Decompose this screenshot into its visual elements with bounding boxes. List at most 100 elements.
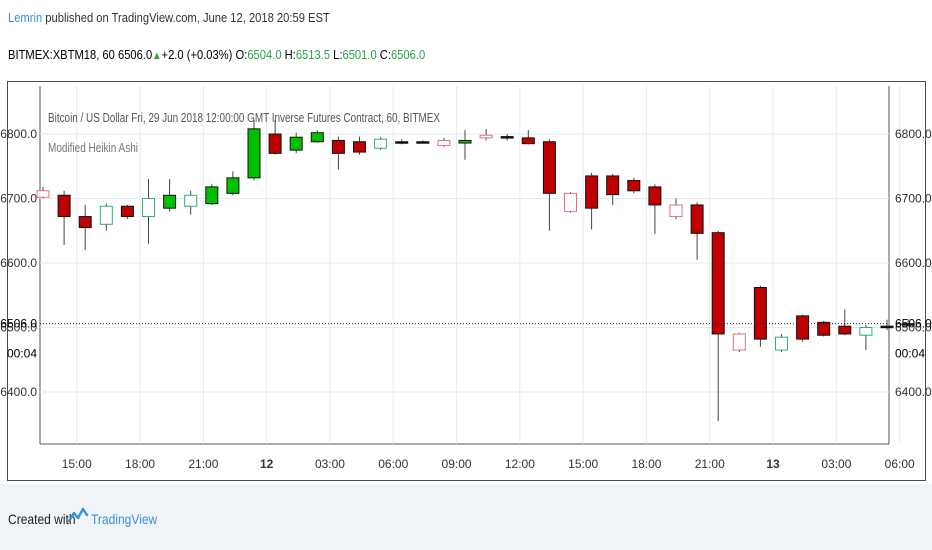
candle [796,314,810,342]
close-value: 6506.0 [390,47,426,62]
x-tick-label: 12:00 [505,457,535,471]
x-tick-label: 03:00 [315,457,345,471]
candle [669,198,683,220]
x-axis[interactable]: 15:00 18:00 21:00 12 03:00 06:00 09:00 12:00 15:… [62,457,915,471]
candle-body [374,138,388,149]
candle [184,190,198,215]
candle [99,203,113,231]
candle [606,173,620,205]
last-price-label: 6506.0 [895,317,932,331]
price-chart[interactable]: Bitcoin / US Dollar Fri, 29 Jun 2018 12:… [0,0,932,484]
candle [57,190,71,245]
candle-body [859,327,873,336]
candle-body [775,336,788,351]
candle [289,132,303,154]
candle [142,179,155,244]
candle [711,230,725,422]
candle [732,332,746,353]
candle [268,119,282,155]
footer [0,484,932,550]
x-tick-label: 13 [766,457,780,471]
close-label: C: [379,47,391,62]
candle-body [416,141,430,144]
symbol-ohlc-line: BITMEX:XBTM18, 60 6506.0▲+2.0 (+0.03%) O… [8,47,425,62]
symbol-label[interactable]: BITMEX:XBTM18, 60 [8,47,115,62]
y-tick-label: 6700.0 [0,192,37,206]
candle [331,136,345,170]
candle-body [120,205,134,218]
last-price-label: 6506.0 [0,317,37,331]
indicator-label: Modified Heikin Ashi [48,140,138,155]
published-text: published on TradingView.com, June 12, 2… [45,10,330,25]
candle [353,136,366,155]
candle-body [142,198,155,218]
candle [753,285,767,347]
candle-body [437,139,451,147]
candle-body [732,333,746,351]
author-link[interactable]: Lemrin [8,10,43,25]
candle-body [564,192,577,212]
chart-title: Bitcoin / US Dollar Fri, 29 Jun 2018 12:… [48,110,440,125]
candle-body [310,132,324,143]
open-value: 6504.0 [247,47,282,62]
tradingview-brand[interactable]: TradingView [91,511,158,527]
candle-body [36,190,50,198]
price-change: +2.0 (+0.03%) [161,47,233,62]
y-axis-left[interactable]: 6400.0 6500.0 6600.0 6700.0 6800.0 6506.0 00:0… [0,127,37,399]
y-tick-label: 6500.0 [0,321,37,335]
candle-body [57,194,71,218]
low-label: L: [333,47,343,62]
candle [437,137,451,147]
x-tick-label: 18:00 [125,457,155,471]
candle-body [690,204,704,234]
candle [542,139,556,231]
candle [775,333,788,353]
candle-body [268,133,282,154]
y-tick-label: 6600.0 [895,256,932,270]
last-price: 6506.0 [117,47,153,62]
candle-body [479,134,493,139]
open-label: O: [235,47,248,62]
publish-line: Lemrin published on TradingView.com, Jun… [8,10,330,25]
candle-body [817,321,831,336]
y-tick-label: 6600.0 [0,256,37,270]
candle [310,130,324,144]
x-tick-label: 12 [260,457,274,471]
candle-body [163,194,177,209]
x-tick-label: 15:00 [62,457,92,471]
y-tick-label: 6500.0 [895,321,932,335]
x-tick-label: 03:00 [821,457,851,471]
countdown-label: 00:04 [895,347,925,361]
candle [416,140,430,144]
high-label: H: [284,47,296,62]
candle [521,130,535,145]
y-axis-right[interactable]: 6400.0 6500.0 6600.0 6700.0 6800.0 6506.0 00:0… [895,127,932,399]
publish-header: Lemrin published on TradingView.com, Jun… [0,0,932,80]
chart-grid [39,86,901,445]
tradingview-logo-icon[interactable] [67,505,89,527]
candle-body [331,139,345,154]
candle-body [880,325,894,329]
candle-body [184,194,198,207]
candles-layer [36,119,915,422]
y-tick-label: 6400.0 [895,385,932,399]
candle [648,184,662,234]
candle-body [78,216,92,229]
low-value: 6501.0 [342,47,377,62]
candle-body [226,177,240,194]
candle [564,192,577,213]
created-with-label: Created with [8,511,76,527]
candle-body [458,139,472,144]
candle [247,119,261,181]
candle [500,134,514,141]
candle [690,202,704,260]
candle [901,319,915,327]
candle-body [99,205,113,225]
candle [78,204,92,251]
candle-body [585,175,599,209]
x-tick-label: 21:00 [695,457,725,471]
x-tick-label: 06:00 [378,457,408,471]
x-tick-label: 15:00 [568,457,598,471]
countdown-label: 00:04 [7,347,37,361]
candle [458,130,472,160]
